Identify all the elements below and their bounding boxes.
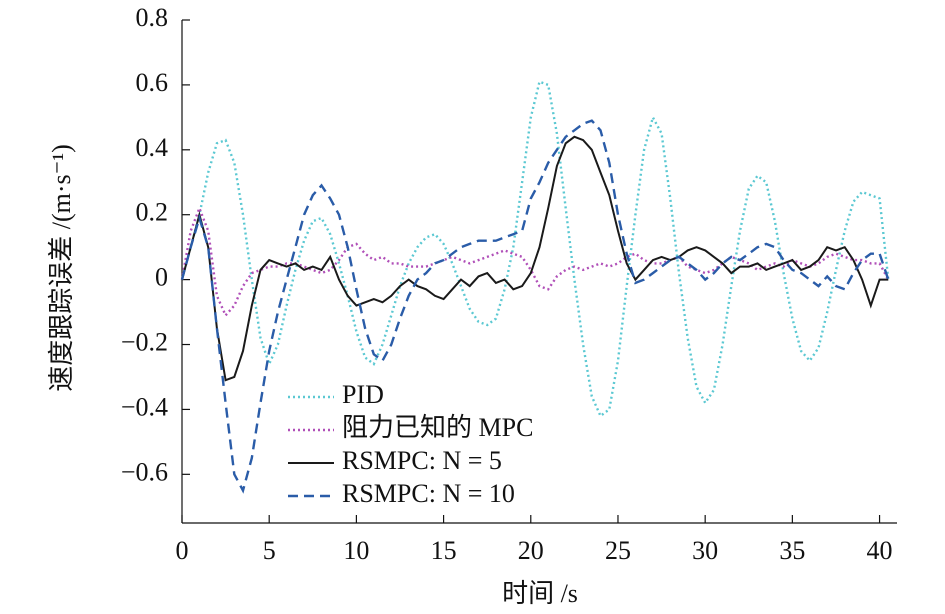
series-line (180, 204, 890, 318)
y-tick-label: 0.6 (136, 68, 169, 97)
x-axis-label: 时间 /s (502, 579, 578, 608)
series-line (181, 135, 889, 382)
x-tick-label: 35 (779, 536, 805, 565)
x-tick-label: 15 (431, 536, 457, 565)
x-tick-label: 40 (867, 536, 893, 565)
legend-label: RSMPC: N = 10 (342, 479, 515, 508)
y-tick-label: 0.2 (136, 198, 169, 227)
y-axis-label: 速度跟踪误差 /(m·s⁻¹) (47, 144, 76, 392)
y-tick-label: 0.8 (136, 3, 169, 32)
x-tick-label: 5 (263, 536, 276, 565)
legend-label: PID (342, 380, 384, 409)
x-tick-label: 30 (692, 536, 718, 565)
y-tick-label: 0.4 (136, 133, 169, 162)
x-tick-label: 0 (176, 536, 189, 565)
series-line (180, 80, 890, 418)
x-tick-label: 10 (343, 536, 369, 565)
y-tick-label: −0.6 (121, 457, 168, 486)
x-tick-label: 25 (605, 536, 631, 565)
y-tick-label: 0 (155, 263, 168, 292)
legend-label: 阻力已知的 MPC (342, 413, 533, 442)
y-tick-label: −0.4 (121, 392, 168, 421)
y-tick-label: −0.2 (121, 327, 168, 356)
legend-label: RSMPC: N = 5 (342, 446, 502, 475)
x-tick-label: 20 (518, 536, 544, 565)
series-line (180, 119, 890, 494)
